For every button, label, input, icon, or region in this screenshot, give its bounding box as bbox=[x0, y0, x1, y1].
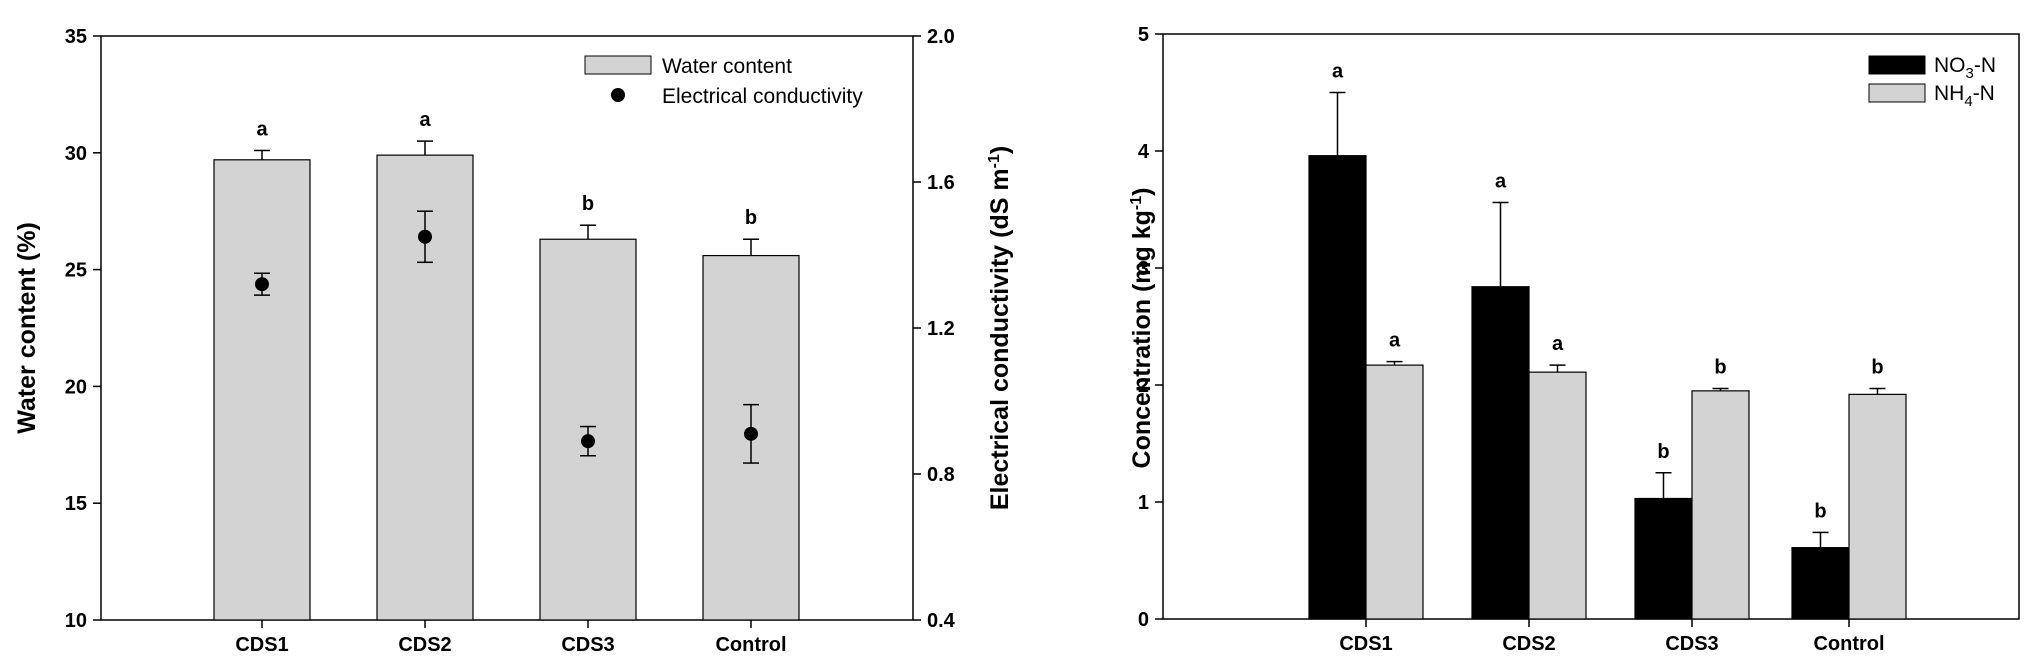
nitrogen-chart: 0 1 2 3 4 5 CDS1 CDS2 CDS3 Control a a a a b b b b Conc… bbox=[1128, 24, 2020, 655]
nh4-main: NH bbox=[1934, 82, 1964, 105]
y-tick-label: 20 bbox=[65, 376, 87, 398]
y2-tick-label: 0.4 bbox=[927, 610, 956, 632]
y2-tick-label: 1.6 bbox=[927, 172, 955, 194]
plot-frame bbox=[1162, 33, 2020, 620]
legend-label-ec: Electrical conductivity bbox=[662, 85, 863, 108]
nh4-end: -N bbox=[1973, 82, 1995, 105]
y-axis-label: Concentration (mg kg-1) bbox=[1128, 188, 1156, 469]
y-tick-label: 30 bbox=[65, 143, 87, 165]
y2-label-sup: -1 bbox=[986, 154, 1003, 168]
y-tick-label: 0 bbox=[1138, 609, 1149, 631]
bar-nh4-n bbox=[1691, 390, 1750, 620]
bar-nh4-n bbox=[1848, 393, 1907, 620]
legend: NO3-N NH4-N bbox=[1868, 54, 1996, 110]
legend-swatch-nh4 bbox=[1868, 83, 1926, 103]
ylabel-main: Concentration (mg kg bbox=[1128, 210, 1156, 468]
y2-label-main: Electrical conductivity (dS m bbox=[986, 168, 1014, 510]
bar-no3-n bbox=[1471, 286, 1530, 620]
significance-letter: a bbox=[256, 118, 268, 140]
significance-letter: b bbox=[1871, 357, 1883, 379]
x-tick-label: CDS3 bbox=[1665, 633, 1718, 655]
y2-axis-label: Electrical conductivity (dS m-1) bbox=[986, 146, 1014, 510]
bar-no3-n bbox=[1634, 497, 1693, 620]
nh4-sub: 4 bbox=[1964, 93, 1972, 110]
significance-letter: a bbox=[1389, 330, 1401, 352]
point-ec bbox=[744, 426, 758, 441]
water-ec-chart: 10 15 20 25 30 35 0.4 0.8 1.2 1.6 2.0 CDS1 CDS2 CDS… bbox=[13, 26, 1014, 656]
y-tick-label: 3 bbox=[1138, 258, 1149, 280]
y-tick-label: 15 bbox=[65, 493, 87, 515]
bar-nh4-n bbox=[1528, 371, 1587, 620]
x-tick-label: CDS2 bbox=[1502, 633, 1555, 655]
bar-no3-n bbox=[1791, 547, 1850, 620]
legend: Water content Electrical conductivity bbox=[584, 55, 863, 108]
ylabel-end: ) bbox=[1128, 188, 1156, 196]
bar-no3-n bbox=[1308, 155, 1367, 620]
x-tick-label: Control bbox=[1813, 633, 1884, 655]
y-tick-label: 5 bbox=[1138, 24, 1149, 46]
legend-marker-ec bbox=[611, 88, 625, 102]
y-tick-label: 4 bbox=[1138, 141, 1150, 163]
x-tick-label: CDS3 bbox=[561, 634, 614, 656]
bar-nh4-n bbox=[1365, 364, 1424, 620]
no3-main: NO bbox=[1934, 54, 1966, 77]
no3-sub: 3 bbox=[1966, 65, 1974, 82]
legend-label-no3: NO3-N bbox=[1934, 54, 1996, 82]
bar-water-content bbox=[213, 159, 311, 621]
y2-label-end: ) bbox=[986, 146, 1014, 154]
point-ec bbox=[255, 277, 269, 292]
significance-letter: a bbox=[1495, 170, 1507, 192]
legend-swatch-water bbox=[584, 55, 652, 75]
y-tick-label: 10 bbox=[65, 610, 87, 632]
y2-tick-label: 0.8 bbox=[927, 464, 955, 486]
y-tick-label: 25 bbox=[65, 260, 87, 282]
significance-letter: b bbox=[1714, 357, 1726, 379]
legend-swatch-no3 bbox=[1868, 55, 1926, 75]
significance-letter: b bbox=[1657, 441, 1669, 463]
significance-letter: b bbox=[1814, 500, 1826, 522]
ylabel-sup: -1 bbox=[1128, 196, 1145, 210]
y-tick-label: 2 bbox=[1138, 375, 1149, 397]
x-tick-label: CDS1 bbox=[235, 634, 288, 656]
y2-tick-label: 1.2 bbox=[927, 318, 955, 340]
y-axis-label: Water content (%) bbox=[13, 222, 41, 434]
significance-letter: b bbox=[745, 207, 757, 229]
x-tick-label: CDS2 bbox=[398, 634, 451, 656]
legend-label-nh4: NH4-N bbox=[1934, 82, 1995, 110]
significance-letter: a bbox=[1332, 61, 1344, 83]
x-tick-label: Control bbox=[715, 634, 786, 656]
significance-letter: a bbox=[419, 109, 431, 131]
y-tick-label: 35 bbox=[65, 26, 87, 48]
point-ec bbox=[418, 229, 432, 244]
significance-letter: b bbox=[582, 193, 594, 215]
point-ec bbox=[581, 434, 595, 449]
significance-letter: a bbox=[1552, 333, 1564, 355]
y-tick-label: 1 bbox=[1138, 492, 1149, 514]
y2-tick-label: 2.0 bbox=[927, 26, 955, 48]
x-tick-label: CDS1 bbox=[1339, 633, 1392, 655]
legend-label-water: Water content bbox=[662, 55, 792, 78]
no3-end: -N bbox=[1974, 54, 1996, 77]
